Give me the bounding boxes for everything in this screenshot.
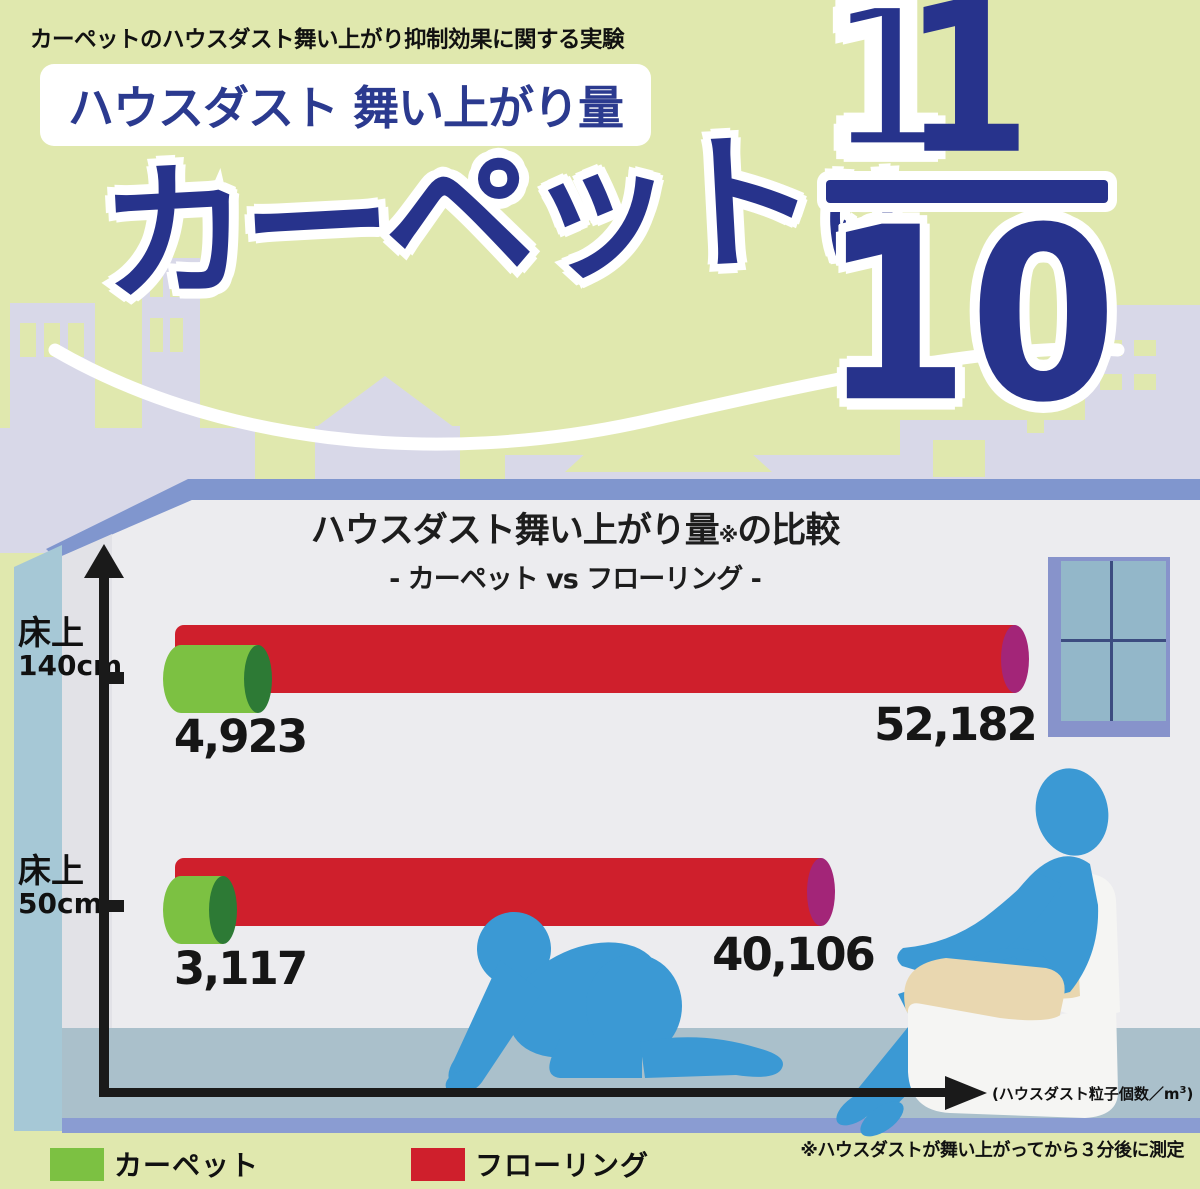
x-axis-unit-label: (ハウスダスト粒子個数／m3) xyxy=(992,1085,1194,1103)
carpet-bar-cap xyxy=(244,645,272,713)
left-wall-edge xyxy=(14,545,62,1131)
carpet-bar-50cm xyxy=(163,876,237,944)
measurement-footnote: ※ハウスダストが舞い上がってから３分後に測定 xyxy=(800,1140,1184,1161)
flooring-bar-cap xyxy=(807,858,835,926)
window-mullion-horizontal xyxy=(1061,639,1166,642)
chart-legend: カーペット フローリング xyxy=(50,1144,649,1184)
flooring-legend-swatch xyxy=(411,1147,466,1181)
flooring-bar-50cm xyxy=(175,858,835,926)
house-roof-shape xyxy=(315,376,455,428)
experiment-note: カーペットのハウスダスト舞い上がり抑制効果に関する実験 xyxy=(30,27,625,53)
chart-title: ハウスダスト舞い上がり量※の比較 - カーペット vs フローリング - xyxy=(275,502,875,596)
carpet-bar-cap xyxy=(209,876,237,944)
flooring-bar-cap xyxy=(1001,625,1029,693)
crawling-baby-silhouette xyxy=(445,912,783,1094)
chart-subtitle: - カーペット vs フローリング - xyxy=(389,564,762,595)
row-label-50cm: 床上 50cm xyxy=(18,851,103,920)
fraction-bar xyxy=(826,180,1108,203)
headline-main: カーペット カーペット xyxy=(89,107,822,333)
ceiling-band xyxy=(46,479,1200,562)
title-badge: ハウスダスト 舞い上がり量 xyxy=(40,64,652,146)
fraction-numerator: 1 1 xyxy=(815,0,1032,200)
flooring-bar-140cm xyxy=(175,625,1029,693)
carpet-value-140cm: 4,923 xyxy=(173,710,308,763)
flooring-value-140cm: 52,182 xyxy=(874,698,1038,751)
x-axis-arrowhead xyxy=(945,1076,987,1110)
carpet-value-50cm: 3,117 xyxy=(173,942,308,995)
window-illustration xyxy=(1048,557,1170,737)
floor-trim-strip xyxy=(62,1118,1200,1133)
flooring-value-50cm: 40,106 xyxy=(712,928,876,981)
headline: カーペット カーペット は は xyxy=(89,107,926,333)
flooring-legend-label: フローリング xyxy=(475,1149,650,1182)
y-axis xyxy=(99,572,109,1095)
white-swoosh-decoration xyxy=(48,342,1125,451)
x-axis xyxy=(99,1088,947,1097)
carpet-legend-swatch xyxy=(50,1147,104,1181)
carpet-bar-140cm xyxy=(163,645,272,713)
reference-mark: ※ xyxy=(718,523,738,547)
carpet-legend-label: カーペット xyxy=(114,1149,260,1182)
fraction-denominator: 10 10 xyxy=(814,175,1124,455)
chart-title-line: ハウスダスト舞い上がり量※の比較 xyxy=(310,511,840,551)
